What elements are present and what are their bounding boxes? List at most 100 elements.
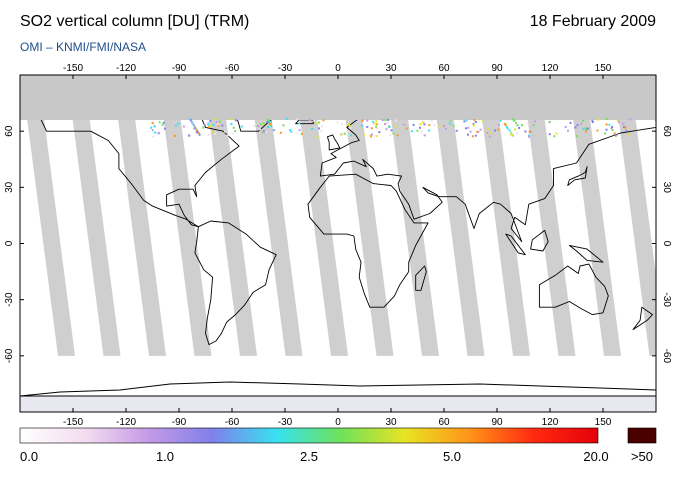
so2-speckle (208, 126, 210, 128)
lon-tick-label: 0 (335, 63, 341, 74)
so2-speckle (569, 121, 572, 124)
so2-speckle (580, 122, 583, 125)
so2-speckle (423, 121, 426, 124)
so2-speckle (158, 121, 161, 124)
so2-speckle (605, 128, 608, 131)
so2-speckle (567, 129, 569, 132)
so2-speckle (262, 130, 265, 133)
so2-speckle (512, 118, 515, 121)
so2-speckle (629, 118, 632, 121)
so2-speckle (510, 133, 513, 135)
antarctica-coast (20, 381, 656, 397)
so2-speckle (189, 119, 192, 122)
so2-speckle (295, 118, 298, 121)
so2-speckle (267, 120, 270, 123)
so2-speckle (318, 127, 320, 130)
so2-speckle (321, 125, 324, 128)
so2-speckle (348, 124, 351, 127)
so2-speckle (584, 127, 587, 130)
so2-speckle (154, 131, 157, 134)
lon-tick-label: 90 (491, 417, 503, 428)
colorbar-label: 5.0 (443, 449, 461, 464)
so2-speckle (431, 120, 433, 123)
so2-speckle (375, 120, 378, 123)
so2-speckle (298, 122, 301, 125)
so2-speckle (266, 121, 269, 123)
so2-speckle (282, 124, 285, 127)
colorbar-labels: 0.0 1.0 2.5 5.0 20.0 (20, 449, 609, 464)
so2-speckle (157, 132, 160, 135)
so2-speckle (596, 129, 599, 132)
so2-speckle (392, 132, 395, 135)
so2-speckle (369, 133, 371, 136)
orbit-swath (298, 103, 348, 356)
lon-tick-label: -60 (225, 417, 240, 428)
so2-speckle (253, 125, 256, 128)
so2-speckle (548, 133, 551, 136)
so2-speckle (471, 135, 474, 138)
so2-speckle (527, 134, 530, 137)
so2-speckle (597, 118, 600, 121)
so2-speckle (381, 119, 384, 122)
so2-speckle (444, 127, 447, 130)
lon-tick-label: 30 (385, 417, 397, 428)
lon-tick-label: -120 (116, 417, 136, 428)
so2-speckle (528, 135, 530, 138)
map-date: 18 February 2009 (529, 13, 656, 30)
so2-speckle (497, 123, 500, 126)
so2-speckle (548, 121, 551, 124)
lon-tick-label: -30 (278, 417, 293, 428)
so2-speckle (410, 130, 413, 133)
so2-speckle (505, 126, 508, 129)
so2-speckle (375, 125, 378, 128)
lon-tick-label: -90 (172, 417, 187, 428)
colorbar-label: 20.0 (583, 449, 608, 464)
coastline-borneo (530, 229, 549, 252)
so2-speckle (433, 124, 436, 127)
so2-speckle (521, 124, 523, 127)
so2-speckle (390, 129, 393, 132)
orbit-swath (434, 103, 485, 356)
so2-speckle (553, 135, 556, 138)
so2-speckle (207, 123, 210, 126)
so2-speckle (240, 125, 243, 128)
so2-speckle (230, 123, 233, 125)
so2-speckle (416, 129, 419, 132)
so2-speckle (349, 127, 352, 129)
lon-tick-label: 120 (542, 417, 559, 428)
so2-speckle (524, 130, 527, 133)
lon-tick-label: 150 (595, 417, 612, 428)
so2-speckle (396, 134, 399, 137)
so2-speckle (151, 122, 154, 125)
so2-speckle (387, 118, 390, 121)
lon-tick-label: -60 (225, 63, 240, 74)
so2-speckle (217, 123, 220, 126)
orbit-swath (525, 103, 576, 356)
so2-speckle (452, 124, 455, 127)
so2-speckle (423, 123, 426, 126)
so2-speckle (473, 119, 476, 122)
so2-speckle (442, 124, 445, 127)
so2-speckle (486, 131, 489, 134)
so2-speckle (313, 119, 316, 122)
so2-speckle (370, 135, 372, 138)
so2-speckle (361, 124, 363, 127)
so2-speckle (234, 119, 237, 122)
so2-speckle (371, 133, 373, 136)
coastline-australia (538, 263, 609, 316)
so2-speckle (576, 124, 579, 127)
colorbar-label: 2.5 (300, 449, 318, 464)
lon-tick-label: 0 (335, 417, 341, 428)
so2-speckle (372, 120, 375, 123)
lon-tick-label: 60 (438, 417, 450, 428)
so2-speckle (448, 122, 451, 125)
so2-speckle (162, 121, 165, 124)
so2-speckle (174, 124, 177, 127)
north-polar-nodata (20, 75, 656, 120)
so2-speckle (174, 134, 176, 137)
so2-speckle (421, 121, 424, 124)
so2-speckle (395, 119, 397, 122)
so2-speckle (611, 126, 614, 128)
so2-speckle (465, 119, 468, 122)
